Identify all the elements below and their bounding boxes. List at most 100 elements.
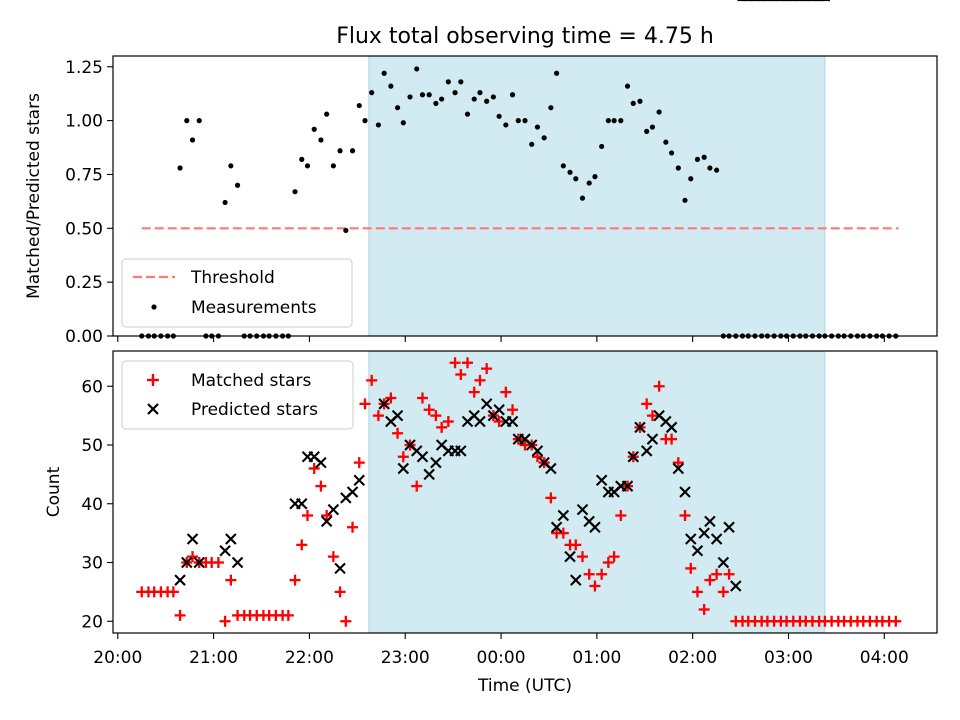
matched-star-point — [596, 568, 608, 580]
measurement-point — [573, 176, 579, 182]
measurement-point — [419, 92, 426, 98]
measurement-point — [337, 148, 343, 154]
matched-star-point — [672, 457, 684, 469]
bottom-x-label: Time (UTC) — [477, 676, 572, 696]
measurement-point — [311, 126, 317, 132]
matched-star-points — [136, 357, 902, 627]
legend-threshold-label: Threshold — [190, 268, 275, 288]
measurement-point — [458, 79, 464, 85]
top-y-tick-label: 0.25 — [65, 273, 103, 293]
measurement-point — [618, 118, 624, 124]
matched-star-point — [327, 551, 339, 563]
measurement-point — [509, 92, 516, 98]
measurement-point — [637, 98, 643, 104]
bottom-x-tick-label: 00:00 — [477, 648, 526, 668]
top-y-tick-label: 0.00 — [65, 327, 103, 347]
top-panel: 0.00 0.25 0.50 0.75 1.00 1.25 Matched/Predict… — [24, 55, 938, 347]
matched-star-point — [225, 574, 237, 586]
matched-star-point — [442, 416, 454, 427]
bottom-legend: Matched stars Predicted stars — [121, 360, 354, 430]
measurement-point — [682, 197, 688, 203]
top-y-label: Matched/Predicted stars — [24, 93, 44, 299]
measurement-point — [522, 118, 528, 124]
matched-star-point — [646, 410, 658, 422]
matched-star-point — [416, 392, 428, 404]
measurement-point — [668, 150, 675, 156]
matched-star-point — [455, 369, 467, 380]
bottom-x-tick-label: 04:00 — [860, 648, 909, 668]
predicted-star-point — [334, 562, 346, 575]
top-y-tick-label: 1.25 — [65, 58, 103, 78]
measurement-point — [189, 137, 196, 143]
predicted-star-point — [595, 474, 608, 486]
measurement-point — [490, 94, 496, 100]
bottom-shaded-span — [368, 350, 826, 634]
measurement-point — [292, 189, 298, 195]
measurement-point — [560, 163, 566, 169]
matched-star-point — [507, 404, 519, 416]
predicted-star-point — [557, 509, 570, 522]
bottom-x-tick-label: 22:00 — [285, 648, 334, 668]
predicted-star-point — [315, 456, 327, 469]
predicted-star-point — [186, 533, 199, 545]
matched-star-point — [334, 586, 346, 598]
measurement-point — [445, 79, 451, 85]
measurement-point — [529, 141, 535, 147]
bottom-x-tick-label: 23:00 — [381, 648, 430, 668]
matched-star-point — [174, 609, 186, 621]
top-y-tick-label: 0.50 — [65, 219, 103, 239]
matched-star-point — [691, 586, 703, 598]
predicted-star-point — [704, 515, 716, 528]
measurement-point — [330, 163, 336, 169]
matched-star-point — [436, 421, 448, 433]
matched-star-point — [315, 480, 327, 492]
matched-star-point — [545, 492, 557, 504]
predicted-star-point — [320, 515, 333, 528]
matched-star-point — [340, 615, 352, 627]
predicted-star-point — [665, 421, 678, 434]
predicted-star-point — [672, 462, 685, 475]
predicted-star-point — [550, 521, 563, 533]
matched-star-point — [608, 551, 620, 563]
matched-star-point — [219, 615, 231, 627]
predicted-star-point — [219, 545, 231, 557]
measurement-point — [554, 70, 560, 76]
measurement-point — [694, 156, 701, 162]
measurement-point — [663, 139, 669, 145]
measurement-point — [318, 137, 324, 143]
predicted-star-point — [296, 498, 308, 510]
measurement-point — [196, 118, 202, 124]
bottom-y-tick-label: 40 — [81, 495, 103, 515]
bottom-y-axis: 20 30 40 50 60 — [81, 377, 113, 632]
predicted-star-point — [730, 580, 742, 592]
matched-star-point — [392, 427, 404, 439]
measurement-point — [605, 118, 611, 124]
matched-star-point — [430, 410, 442, 422]
predicted-star-point — [353, 474, 365, 486]
predicted-star-point — [564, 550, 576, 563]
measurement-point — [407, 94, 413, 100]
matched-star-point — [717, 586, 729, 598]
measurement-point — [567, 169, 573, 175]
predicted-star-point — [455, 445, 467, 457]
measurement-point — [375, 122, 382, 128]
matched-star-point — [347, 521, 359, 533]
measurement-point — [515, 118, 521, 124]
top-legend-box — [121, 258, 353, 328]
predicted-star-point — [634, 421, 646, 434]
matched-star-point — [500, 386, 512, 398]
measurement-point — [362, 118, 368, 124]
predicted-star-point — [627, 451, 640, 463]
measurement-point — [394, 105, 401, 111]
bottom-y-tick-label: 60 — [81, 377, 103, 397]
top-y-tick-label: 1.00 — [65, 112, 103, 132]
measurement-point — [234, 182, 241, 188]
measurement-point — [184, 118, 190, 124]
predicted-star-point — [493, 404, 505, 416]
matched-star-point — [698, 604, 710, 615]
predicted-star-point — [691, 545, 704, 557]
chart-title: Flux total observing time = 4.75 h — [336, 24, 714, 49]
predicted-star-point — [570, 574, 582, 586]
predicted-star-point — [576, 503, 589, 516]
measurement-point — [701, 154, 707, 160]
